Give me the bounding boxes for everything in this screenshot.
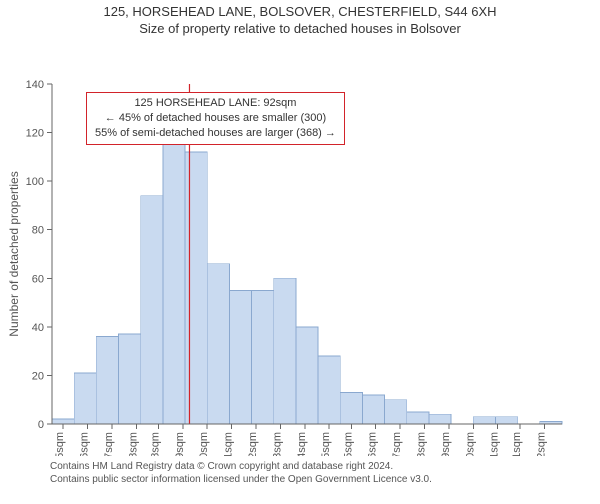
x-tick-label: 165sqm bbox=[342, 432, 354, 456]
histogram-bar bbox=[296, 327, 318, 424]
y-tick-label: 100 bbox=[26, 176, 44, 188]
histogram-bar bbox=[96, 337, 118, 424]
histogram-bar bbox=[163, 137, 185, 424]
histogram-bar bbox=[362, 395, 384, 424]
info-line-smaller: ← 45% of detached houses are smaller (30… bbox=[95, 111, 336, 126]
page-title-address: 125, HORSEHEAD LANE, BOLSOVER, CHESTERFI… bbox=[0, 4, 600, 19]
histogram-bar bbox=[340, 392, 362, 424]
x-tick-label: 231sqm bbox=[489, 432, 501, 456]
info-line-property: 125 HORSEHEAD LANE: 92sqm bbox=[95, 96, 336, 111]
histogram-bar bbox=[429, 414, 451, 424]
y-tick-label: 0 bbox=[38, 419, 44, 431]
y-axis-title: Number of detached properties bbox=[7, 171, 21, 336]
x-tick-label: 220sqm bbox=[464, 432, 476, 456]
x-tick-label: 187sqm bbox=[391, 432, 403, 456]
page-subtitle: Size of property relative to detached ho… bbox=[0, 21, 600, 36]
attribution-line-1: Contains HM Land Registry data © Crown c… bbox=[50, 460, 600, 473]
y-tick-label: 140 bbox=[26, 79, 44, 91]
x-tick-label: 78sqm bbox=[149, 432, 161, 456]
histogram-bar bbox=[385, 400, 407, 424]
histogram-bar bbox=[207, 264, 229, 424]
histogram-bar bbox=[229, 290, 251, 424]
histogram-bar bbox=[52, 419, 74, 424]
histogram-bar bbox=[185, 152, 207, 424]
x-tick-label: 144sqm bbox=[296, 432, 308, 456]
histogram-bar bbox=[318, 356, 340, 424]
x-tick-label: 68sqm bbox=[127, 432, 139, 456]
y-tick-label: 80 bbox=[32, 225, 44, 237]
histogram-bar bbox=[141, 196, 163, 424]
x-tick-label: 46sqm bbox=[78, 432, 90, 456]
y-tick-label: 20 bbox=[32, 370, 44, 382]
histogram-bar bbox=[274, 278, 296, 424]
histogram-bar bbox=[407, 412, 429, 424]
histogram-bar bbox=[74, 373, 96, 424]
histogram-bar bbox=[473, 417, 495, 424]
x-tick-label: 209sqm bbox=[440, 432, 452, 456]
y-tick-label: 60 bbox=[32, 273, 44, 285]
histogram-chart: 0 20 40 60 80 100 120 140 35sqm 46sqm 57sqm 68sqm 78… bbox=[0, 36, 600, 456]
y-tick-label: 40 bbox=[32, 322, 44, 334]
x-tick-label: 198sqm bbox=[416, 432, 428, 456]
x-tick-label: 57sqm bbox=[103, 432, 115, 456]
histogram-bar bbox=[252, 290, 274, 424]
x-tick-label: 111sqm bbox=[223, 432, 235, 456]
attribution-line-2: Contains public sector information licen… bbox=[50, 473, 600, 486]
x-tick-label: 133sqm bbox=[271, 432, 283, 456]
info-line-larger: 55% of semi-detached houses are larger (… bbox=[95, 126, 336, 141]
x-tick-label: 122sqm bbox=[247, 432, 259, 456]
x-tick-label: 241sqm bbox=[511, 432, 523, 456]
histogram-bar bbox=[119, 334, 141, 424]
x-tick-label: 100sqm bbox=[198, 432, 210, 456]
x-tick-label: 176sqm bbox=[367, 432, 379, 456]
marker-info-box: 125 HORSEHEAD LANE: 92sqm ← 45% of detac… bbox=[86, 92, 345, 145]
x-tick-label: 89sqm bbox=[174, 432, 186, 456]
y-tick-label: 120 bbox=[26, 128, 44, 140]
x-tick-label: 155sqm bbox=[320, 432, 332, 456]
x-tick-label: 35sqm bbox=[54, 432, 66, 456]
x-tick-label: 252sqm bbox=[535, 432, 547, 456]
histogram-bar bbox=[495, 417, 517, 424]
